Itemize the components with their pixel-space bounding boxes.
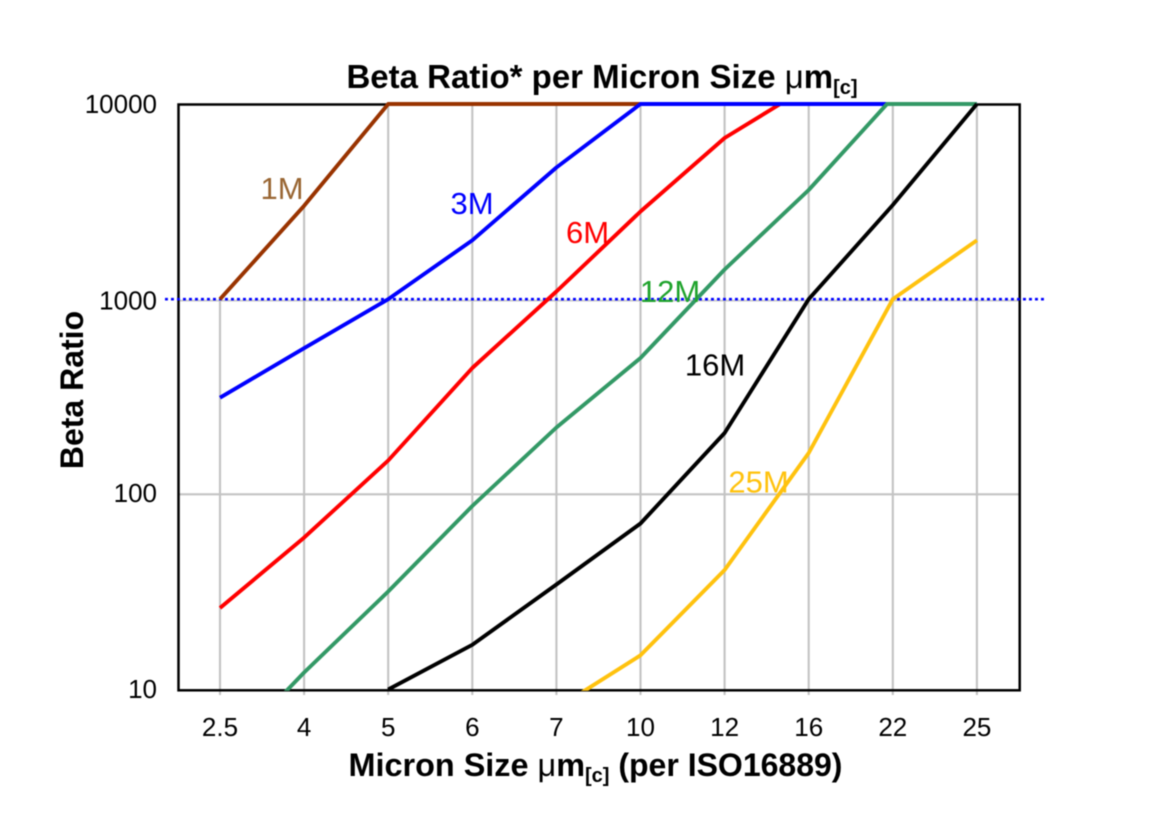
svg-text:12M: 12M — [640, 274, 700, 309]
svg-text:22: 22 — [878, 712, 907, 742]
svg-text:1000: 1000 — [99, 285, 157, 315]
svg-text:Beta Ratio* per Micron Size μm: Beta Ratio* per Micron Size μm[c] — [346, 58, 857, 99]
svg-text:5: 5 — [381, 712, 395, 742]
svg-text:6: 6 — [465, 712, 479, 742]
svg-text:12: 12 — [710, 712, 739, 742]
svg-text:Beta Ratio: Beta Ratio — [54, 311, 90, 469]
svg-text:16: 16 — [794, 712, 823, 742]
svg-text:25M: 25M — [728, 465, 788, 500]
svg-text:1M: 1M — [260, 171, 303, 206]
svg-text:3M: 3M — [450, 186, 493, 221]
svg-text:4: 4 — [297, 712, 311, 742]
svg-text:10000: 10000 — [85, 89, 157, 119]
svg-text:16M: 16M — [685, 348, 745, 383]
svg-text:7: 7 — [549, 712, 563, 742]
svg-text:2.5: 2.5 — [202, 712, 238, 742]
svg-text:10: 10 — [626, 712, 655, 742]
svg-text:25: 25 — [962, 712, 991, 742]
svg-text:100: 100 — [114, 478, 157, 508]
svg-text:Micron Size μm[c] (per ISO1688: Micron Size μm[c] (per ISO16889) — [349, 747, 843, 787]
svg-text:6M: 6M — [566, 215, 609, 250]
svg-text:10: 10 — [128, 674, 157, 704]
